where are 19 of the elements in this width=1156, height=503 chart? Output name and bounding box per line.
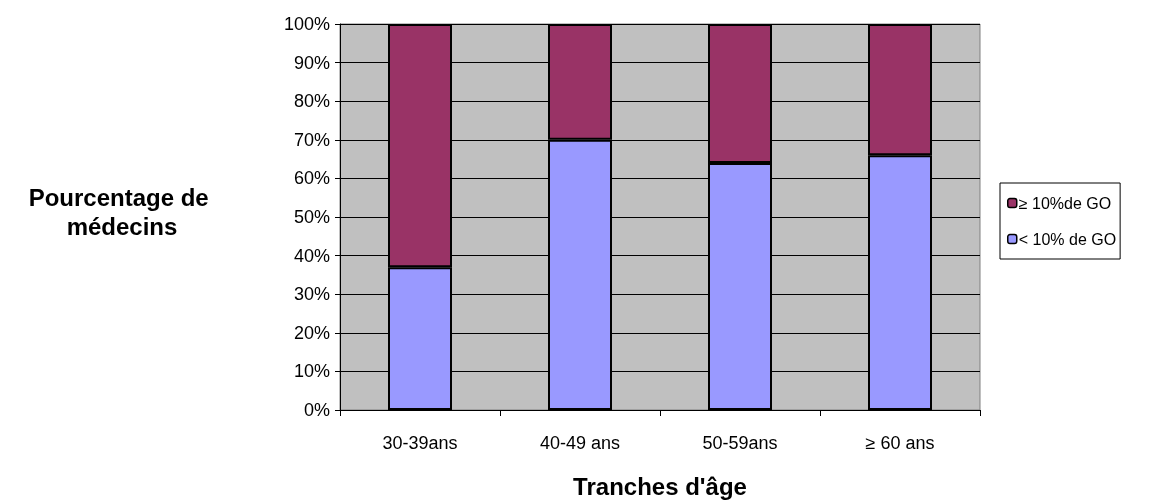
y-tick-label: 60%	[293, 168, 330, 189]
x-tick-label: ≥ 60 ans	[865, 433, 935, 453]
y-tick-label: 10%	[293, 361, 330, 382]
y-tick-label: 90%	[293, 52, 330, 73]
y-tick-label: 20%	[293, 322, 330, 343]
y-tick-label: 70%	[293, 129, 330, 150]
y-tick-label: 80%	[293, 91, 330, 112]
y-tick-label: 100%	[283, 14, 330, 34]
y-tick-label: 40%	[293, 245, 330, 266]
legend-label: < 10% de GO	[1018, 230, 1117, 248]
y-axis-title: Pourcentage de médecins	[28, 184, 216, 240]
x-tick-label: 30-39ans	[382, 433, 458, 453]
x-tick-label: 40-49 ans	[539, 433, 621, 453]
x-tick-label: 50-59ans	[702, 433, 778, 453]
legend-label: ≥ 10%de GO	[1018, 194, 1112, 212]
x-axis-title: Tranches d'âge	[573, 472, 747, 500]
y-tick-label: 50%	[293, 207, 330, 227]
y-tick-label: 30%	[293, 284, 330, 305]
y-tick-label: 0%	[303, 400, 330, 420]
